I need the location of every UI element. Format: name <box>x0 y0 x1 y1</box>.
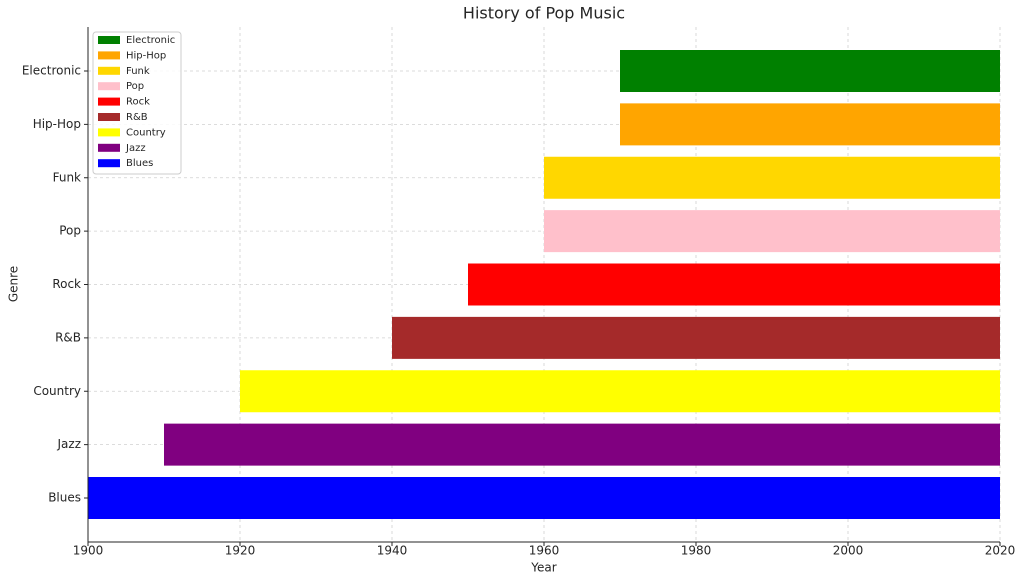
bar <box>544 210 1000 253</box>
x-axis-label: Year <box>530 561 556 575</box>
y-tick-label: Pop <box>59 224 81 238</box>
legend-swatch <box>98 159 120 168</box>
bar <box>88 477 1000 519</box>
y-axis-label: Genre <box>7 266 21 302</box>
x-tick-label: 2000 <box>833 544 864 558</box>
y-tick-label: Country <box>33 384 81 398</box>
legend-swatch <box>98 97 120 106</box>
y-tick-label: Funk <box>53 170 81 184</box>
y-tick-label: Electronic <box>22 64 81 78</box>
legend-swatch <box>98 143 120 152</box>
legend-label: Jazz <box>125 143 146 154</box>
bar <box>468 263 1000 306</box>
legend-swatch <box>98 66 120 75</box>
chart-title: History of Pop Music <box>463 4 625 23</box>
x-tick-label: 1900 <box>73 544 104 558</box>
y-tick-label: Hip-Hop <box>33 117 81 131</box>
x-tick-label: 1940 <box>377 544 408 558</box>
legend-label: Electronic <box>126 35 175 46</box>
legend-label: R&B <box>126 112 148 123</box>
bar <box>620 103 1000 146</box>
x-tick-label: 1980 <box>681 544 712 558</box>
x-tick-label: 1960 <box>529 544 560 558</box>
legend-swatch <box>98 51 120 60</box>
legend-swatch <box>98 128 120 137</box>
legend-label: Hip-Hop <box>126 50 166 61</box>
y-tick-label: Jazz <box>57 437 82 451</box>
legend-label: Rock <box>126 97 150 108</box>
x-tick-label: 1920 <box>225 544 256 558</box>
legend-label: Blues <box>126 158 153 169</box>
bar <box>620 50 1000 92</box>
bar <box>544 156 1000 199</box>
y-tick-label: R&B <box>55 330 81 344</box>
legend-label: Country <box>126 127 166 138</box>
legend-swatch <box>98 82 120 91</box>
legend-label: Pop <box>126 81 144 92</box>
bar <box>240 370 1000 413</box>
legend-label: Funk <box>126 66 150 77</box>
y-tick-label: Blues <box>48 491 81 505</box>
y-tick-label: Rock <box>52 277 81 291</box>
legend-swatch <box>98 36 120 44</box>
x-tick-label: 2020 <box>985 544 1016 558</box>
legend-swatch <box>98 113 120 121</box>
bar <box>164 423 1000 466</box>
bar <box>392 316 1000 359</box>
